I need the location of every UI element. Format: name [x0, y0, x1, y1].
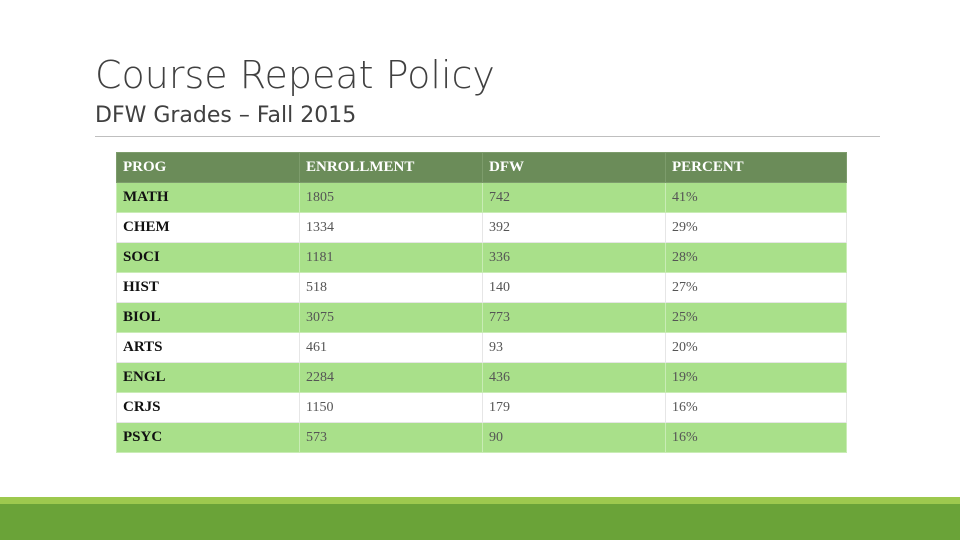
- dfw-cell: 392: [482, 212, 666, 243]
- table-row: MATH 1805 742 41%: [116, 182, 847, 213]
- enrollment-cell: 518: [299, 272, 483, 303]
- dfw-cell: 90: [482, 422, 666, 453]
- enrollment-cell: 461: [299, 332, 483, 363]
- dfw-cell: 93: [482, 332, 666, 363]
- table-row: SOCI 1181 336 28%: [116, 242, 847, 273]
- dfw-grades-table: PROG ENROLLMENT DFW PERCENT MATH 1805 74…: [116, 152, 847, 453]
- header-dfw: DFW: [482, 152, 666, 183]
- prog-cell: ENGL: [116, 362, 300, 393]
- dfw-cell: 140: [482, 272, 666, 303]
- table-row: ARTS 461 93 20%: [116, 332, 847, 363]
- prog-cell: MATH: [116, 182, 300, 213]
- percent-cell: 19%: [665, 362, 847, 393]
- header-percent: PERCENT: [665, 152, 847, 183]
- header-prog: PROG: [116, 152, 300, 183]
- dfw-cell: 436: [482, 362, 666, 393]
- percent-cell: 16%: [665, 392, 847, 423]
- table-row: PSYC 573 90 16%: [116, 422, 847, 453]
- prog-cell: BIOL: [116, 302, 300, 333]
- prog-cell: HIST: [116, 272, 300, 303]
- footer-accent-bar: [0, 497, 960, 504]
- table-row: CRJS 1150 179 16%: [116, 392, 847, 423]
- footer-band: [0, 504, 960, 540]
- table-row: BIOL 3075 773 25%: [116, 302, 847, 333]
- prog-cell: SOCI: [116, 242, 300, 273]
- enrollment-cell: 1150: [299, 392, 483, 423]
- header-enrollment: ENROLLMENT: [299, 152, 483, 183]
- prog-cell: PSYC: [116, 422, 300, 453]
- percent-cell: 20%: [665, 332, 847, 363]
- enrollment-cell: 3075: [299, 302, 483, 333]
- percent-cell: 16%: [665, 422, 847, 453]
- enrollment-cell: 573: [299, 422, 483, 453]
- enrollment-cell: 2284: [299, 362, 483, 393]
- prog-cell: CHEM: [116, 212, 300, 243]
- percent-cell: 28%: [665, 242, 847, 273]
- percent-cell: 29%: [665, 212, 847, 243]
- dfw-cell: 336: [482, 242, 666, 273]
- percent-cell: 41%: [665, 182, 847, 213]
- enrollment-cell: 1805: [299, 182, 483, 213]
- percent-cell: 25%: [665, 302, 847, 333]
- slide-subtitle: DFW Grades – Fall 2015: [95, 103, 357, 128]
- prog-cell: CRJS: [116, 392, 300, 423]
- table-row: HIST 518 140 27%: [116, 272, 847, 303]
- title-divider: [95, 136, 880, 137]
- enrollment-cell: 1334: [299, 212, 483, 243]
- dfw-cell: 179: [482, 392, 666, 423]
- table-row: CHEM 1334 392 29%: [116, 212, 847, 243]
- enrollment-cell: 1181: [299, 242, 483, 273]
- percent-cell: 27%: [665, 272, 847, 303]
- table-row: ENGL 2284 436 19%: [116, 362, 847, 393]
- slide-title: Course Repeat Policy: [95, 53, 495, 97]
- dfw-cell: 742: [482, 182, 666, 213]
- dfw-cell: 773: [482, 302, 666, 333]
- prog-cell: ARTS: [116, 332, 300, 363]
- table-header-row: PROG ENROLLMENT DFW PERCENT: [116, 152, 847, 183]
